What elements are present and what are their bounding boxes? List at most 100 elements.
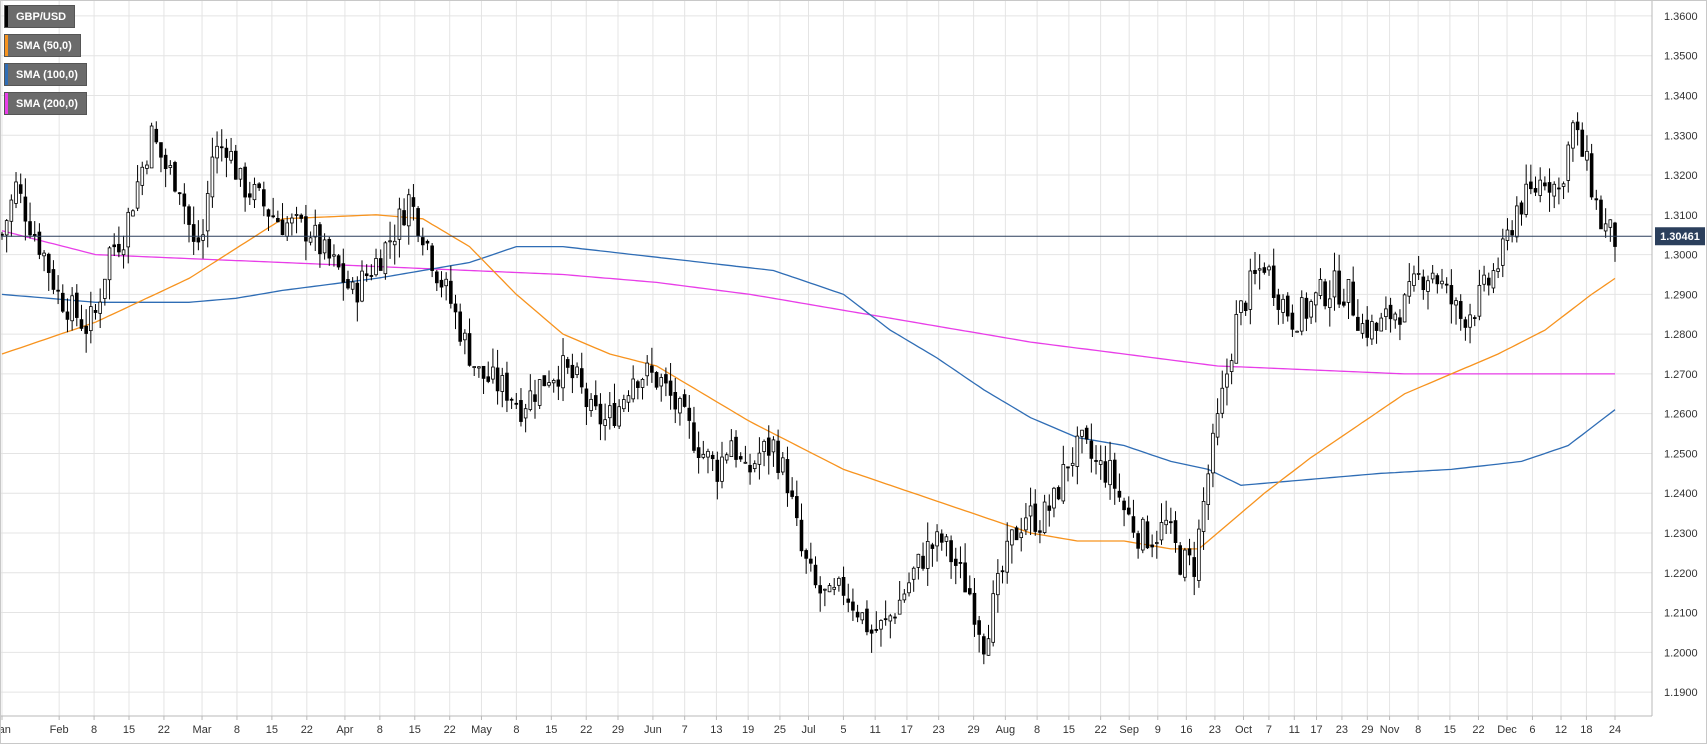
candle-body: [1486, 277, 1491, 286]
candle-body: [640, 378, 645, 388]
y-tick-label: 1.1900: [1664, 687, 1698, 699]
candle-body: [1538, 179, 1542, 196]
sma-lines: [1, 214, 1616, 550]
plot-background: [0, 0, 1652, 716]
candle-body: [972, 592, 977, 625]
candle-body: [1412, 273, 1416, 286]
candle-body: [98, 301, 102, 314]
candle-body: [1491, 270, 1496, 289]
candle-body: [1529, 181, 1533, 190]
candle-body: [542, 375, 547, 387]
y-tick-label: 1.3200: [1664, 170, 1698, 182]
candle-body: [112, 244, 117, 248]
candle-body: [883, 618, 888, 621]
candle-body: [837, 577, 841, 586]
candle-body: [1070, 462, 1075, 466]
candle-body: [1444, 283, 1449, 286]
candle-body: [1346, 279, 1351, 303]
candle-body: [1271, 265, 1276, 298]
candle-body: [1384, 308, 1388, 317]
candle-body: [547, 382, 551, 386]
candle-body: [1472, 317, 1477, 319]
x-tick-label: Apr: [336, 724, 353, 736]
legend-item-sma100[interactable]: SMA (100,0): [4, 63, 87, 86]
x-tick-label: 23: [1209, 724, 1221, 736]
candle-body: [1360, 323, 1365, 334]
candle-body: [1589, 153, 1594, 198]
candle-body: [1080, 429, 1084, 437]
candle-body: [322, 239, 327, 254]
candle-body: [1594, 198, 1599, 201]
candle-body: [593, 395, 598, 407]
candle-body: [865, 608, 869, 633]
x-tick-label: 15: [266, 724, 278, 736]
candle-body: [1047, 505, 1052, 511]
candle-body: [692, 422, 696, 451]
candle-body: [1066, 466, 1070, 469]
candle-body: [467, 333, 472, 366]
y-tick-label: 1.2800: [1664, 329, 1698, 341]
candle-body: [1010, 529, 1014, 546]
candle-body: [603, 419, 607, 426]
candle-body: [481, 365, 486, 379]
legend-item-sma50[interactable]: SMA (50,0): [4, 34, 81, 57]
candle-body: [1024, 517, 1028, 531]
candle-body: [977, 620, 981, 635]
candle-body: [706, 450, 710, 458]
legend-item-sma200[interactable]: SMA (200,0): [4, 92, 87, 115]
candle-body: [37, 231, 42, 255]
x-tick-label: 8: [234, 724, 240, 736]
candle-body: [1603, 223, 1608, 232]
candle-body: [1379, 317, 1384, 332]
candle-body: [589, 398, 593, 412]
candle-body: [1482, 274, 1486, 285]
candle-body: [1052, 487, 1056, 509]
candle-body: [715, 459, 720, 482]
candle-body: [177, 192, 182, 195]
candle-body: [823, 588, 827, 591]
candle-body: [1388, 304, 1393, 320]
candle-body: [18, 184, 23, 194]
x-tick-label: 8: [377, 724, 383, 736]
y-tick-label: 1.2900: [1664, 289, 1698, 301]
legend-item-price[interactable]: GBP/USD: [4, 5, 76, 28]
candle-body: [1351, 281, 1355, 316]
candle-body: [271, 215, 275, 218]
candle-body: [762, 440, 766, 453]
candle-body: [463, 332, 467, 341]
candle-body: [743, 461, 748, 464]
x-tick-label: Feb: [50, 724, 69, 736]
x-tick-label: 13: [710, 724, 722, 736]
candle-body: [1206, 473, 1211, 505]
candle-body: [1561, 183, 1566, 187]
x-tick-label: 22: [1472, 724, 1484, 736]
candle-body: [1243, 302, 1248, 311]
candle-body: [1449, 285, 1454, 305]
candle-body: [1571, 122, 1575, 149]
candle-body: [682, 394, 687, 407]
y-tick-label: 1.2200: [1664, 568, 1698, 580]
candle-body: [477, 366, 481, 369]
candle-body: [383, 242, 388, 275]
candle-body: [1510, 230, 1514, 236]
candle-body: [1505, 229, 1510, 241]
candle-body: [687, 407, 692, 421]
candle-body: [308, 237, 313, 243]
candle-body: [982, 636, 986, 655]
x-tick-label: 22: [1094, 724, 1106, 736]
last-price-label: 1.30461: [1660, 231, 1700, 243]
candle-body: [570, 364, 575, 379]
legend: GBP/USD SMA (50,0) SMA (100,0) SMA (200,…: [4, 5, 87, 121]
candle-body: [1323, 281, 1327, 307]
candle-body: [276, 218, 280, 223]
candle-body: [584, 388, 589, 408]
candle-body: [622, 399, 626, 410]
candle-body: [392, 240, 397, 246]
candle-body: [1290, 312, 1295, 330]
candle-body: [1435, 275, 1440, 285]
candle-body: [205, 193, 210, 232]
candle-body: [921, 555, 925, 569]
x-tick-label: 17: [901, 724, 913, 736]
candle-body: [135, 181, 140, 209]
candle-body: [631, 378, 635, 400]
